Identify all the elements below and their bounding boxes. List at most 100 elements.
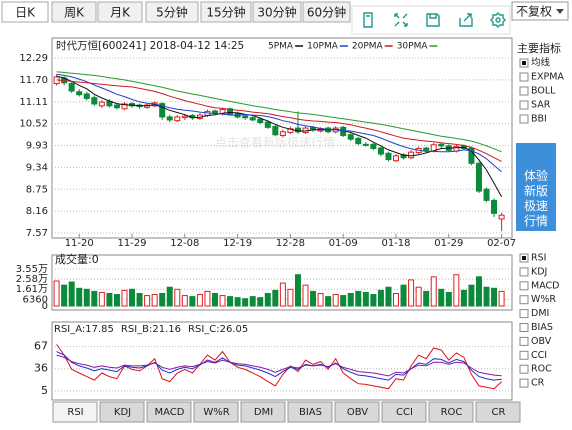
- indicator-tab-label[interactable]: W%R: [203, 407, 229, 418]
- ma-line: [56, 71, 502, 153]
- indicator-tab[interactable]: [381, 401, 427, 423]
- volume-bar: [370, 294, 377, 307]
- indicator-option[interactable]: DMI: [531, 308, 549, 319]
- candle-body: [393, 155, 400, 162]
- indicator-option[interactable]: BBI: [531, 114, 547, 125]
- checkbox[interactable]: [519, 114, 529, 124]
- tool-icon[interactable]: [459, 13, 473, 27]
- indicator-option[interactable]: W%R: [531, 294, 556, 305]
- x-tick-label: 01-18: [381, 238, 410, 249]
- checkbox[interactable]: [519, 378, 529, 388]
- indicator-tab[interactable]: [193, 401, 239, 423]
- indicator-option[interactable]: BOLL: [531, 86, 556, 97]
- volume-bar: [362, 291, 369, 307]
- period-tab[interactable]: [97, 1, 143, 23]
- volume-bar: [408, 279, 415, 307]
- indicator-tab[interactable]: [99, 401, 145, 423]
- period-tab-label[interactable]: 30分钟: [257, 5, 296, 20]
- candle-body: [423, 147, 430, 151]
- indicator-option[interactable]: CR: [531, 378, 545, 389]
- period-tab-label[interactable]: 周K: [64, 6, 85, 20]
- checkbox[interactable]: [519, 281, 529, 291]
- period-tab[interactable]: [200, 1, 252, 23]
- indicator-tab-label[interactable]: OBV: [347, 407, 368, 418]
- period-tab[interactable]: [51, 1, 97, 23]
- indicator-tab-label[interactable]: KDJ: [114, 407, 131, 418]
- candle-body: [370, 143, 377, 149]
- indicator-tab[interactable]: [240, 401, 286, 423]
- tool-glyph: [459, 13, 473, 27]
- checkbox[interactable]: [519, 100, 529, 110]
- indicator-tab-label[interactable]: MACD: [155, 407, 185, 418]
- volume-bar: [438, 288, 445, 307]
- period-tab-label[interactable]: 5分钟: [156, 5, 188, 20]
- period-tab[interactable]: [1, 1, 49, 23]
- indicator-tab-label[interactable]: BIAS: [299, 407, 322, 418]
- period-tab-label[interactable]: 月K: [110, 6, 131, 20]
- candle-body: [438, 143, 445, 147]
- ma-line: [56, 73, 502, 173]
- checkbox[interactable]: [519, 86, 529, 96]
- indicator-option[interactable]: CCI: [531, 350, 547, 361]
- candle-body: [242, 115, 249, 119]
- indicator-option[interactable]: MACD: [531, 280, 559, 291]
- x-tick-label: 12-08: [170, 238, 199, 249]
- tool-icon[interactable]: [426, 13, 440, 27]
- watermark: 点击查看新版极速行情: [215, 135, 335, 150]
- checkbox[interactable]: [519, 309, 529, 319]
- indicator-option[interactable]: RSI: [531, 253, 546, 264]
- indicator-tab[interactable]: [146, 401, 192, 423]
- checkbox[interactable]: [519, 295, 529, 305]
- indicator-tab-label[interactable]: CR: [492, 407, 506, 418]
- checkbox[interactable]: [519, 336, 529, 346]
- indicator-tab[interactable]: [287, 401, 333, 423]
- checkbox[interactable]: [519, 267, 529, 277]
- indicator-tab-label[interactable]: DMI: [254, 407, 273, 418]
- volume-bar: [204, 290, 211, 307]
- adjust-label[interactable]: 不复权: [516, 5, 552, 19]
- y-tick-label: 5: [41, 384, 48, 397]
- y-tick-label: 12.29: [19, 53, 48, 64]
- period-tab[interactable]: [302, 1, 351, 23]
- indicator-tab-label[interactable]: CCI: [396, 407, 413, 418]
- period-tab-label[interactable]: 60分钟: [307, 5, 346, 20]
- indicator-tab-label[interactable]: RSI: [67, 407, 83, 418]
- volume-bar: [460, 289, 467, 307]
- promo-banner[interactable]: 体验新版极速行情: [516, 143, 556, 231]
- adjust-select[interactable]: [511, 1, 569, 21]
- indicator-tab[interactable]: [334, 401, 380, 423]
- volume-bar: [121, 289, 128, 307]
- period-tab-label[interactable]: 15分钟: [206, 5, 245, 20]
- checkbox-mark: [522, 61, 526, 65]
- indicator-tab-label[interactable]: ROC: [441, 407, 463, 418]
- checkbox[interactable]: [519, 72, 529, 82]
- indicator-option[interactable]: ROC: [531, 364, 552, 375]
- period-tab[interactable]: [252, 1, 302, 23]
- indicator-option[interactable]: OBV: [531, 336, 552, 347]
- volume-bar: [106, 292, 113, 307]
- candle-body: [98, 101, 105, 107]
- indicator-tab[interactable]: [475, 401, 521, 423]
- indicator-option[interactable]: KDJ: [531, 266, 547, 277]
- y-tick-label: 6360: [23, 294, 48, 305]
- indicator-tab[interactable]: [428, 401, 474, 423]
- indicator-tab[interactable]: [52, 401, 98, 423]
- volume-bar: [129, 288, 136, 307]
- indicator-option[interactable]: EXPMA: [531, 72, 564, 83]
- period-tab-label[interactable]: 日K: [15, 6, 36, 20]
- checkbox[interactable]: [519, 350, 529, 360]
- period-tab[interactable]: [145, 1, 199, 23]
- indicator-option[interactable]: SAR: [531, 100, 551, 111]
- candle-body: [91, 97, 98, 105]
- tool-icon[interactable]: [490, 12, 506, 28]
- candle-body: [174, 116, 181, 122]
- indicator-option[interactable]: 均线: [531, 57, 551, 69]
- tool-icon[interactable]: [394, 13, 408, 27]
- y-tick-label: 11.11: [19, 97, 48, 108]
- y-tick-label: 8.75: [26, 184, 48, 195]
- tool-icon[interactable]: [363, 12, 373, 28]
- checkbox[interactable]: [519, 364, 529, 374]
- indicator-option[interactable]: BIAS: [531, 322, 553, 333]
- checkbox[interactable]: [519, 323, 529, 332]
- rsi-line: [56, 354, 502, 377]
